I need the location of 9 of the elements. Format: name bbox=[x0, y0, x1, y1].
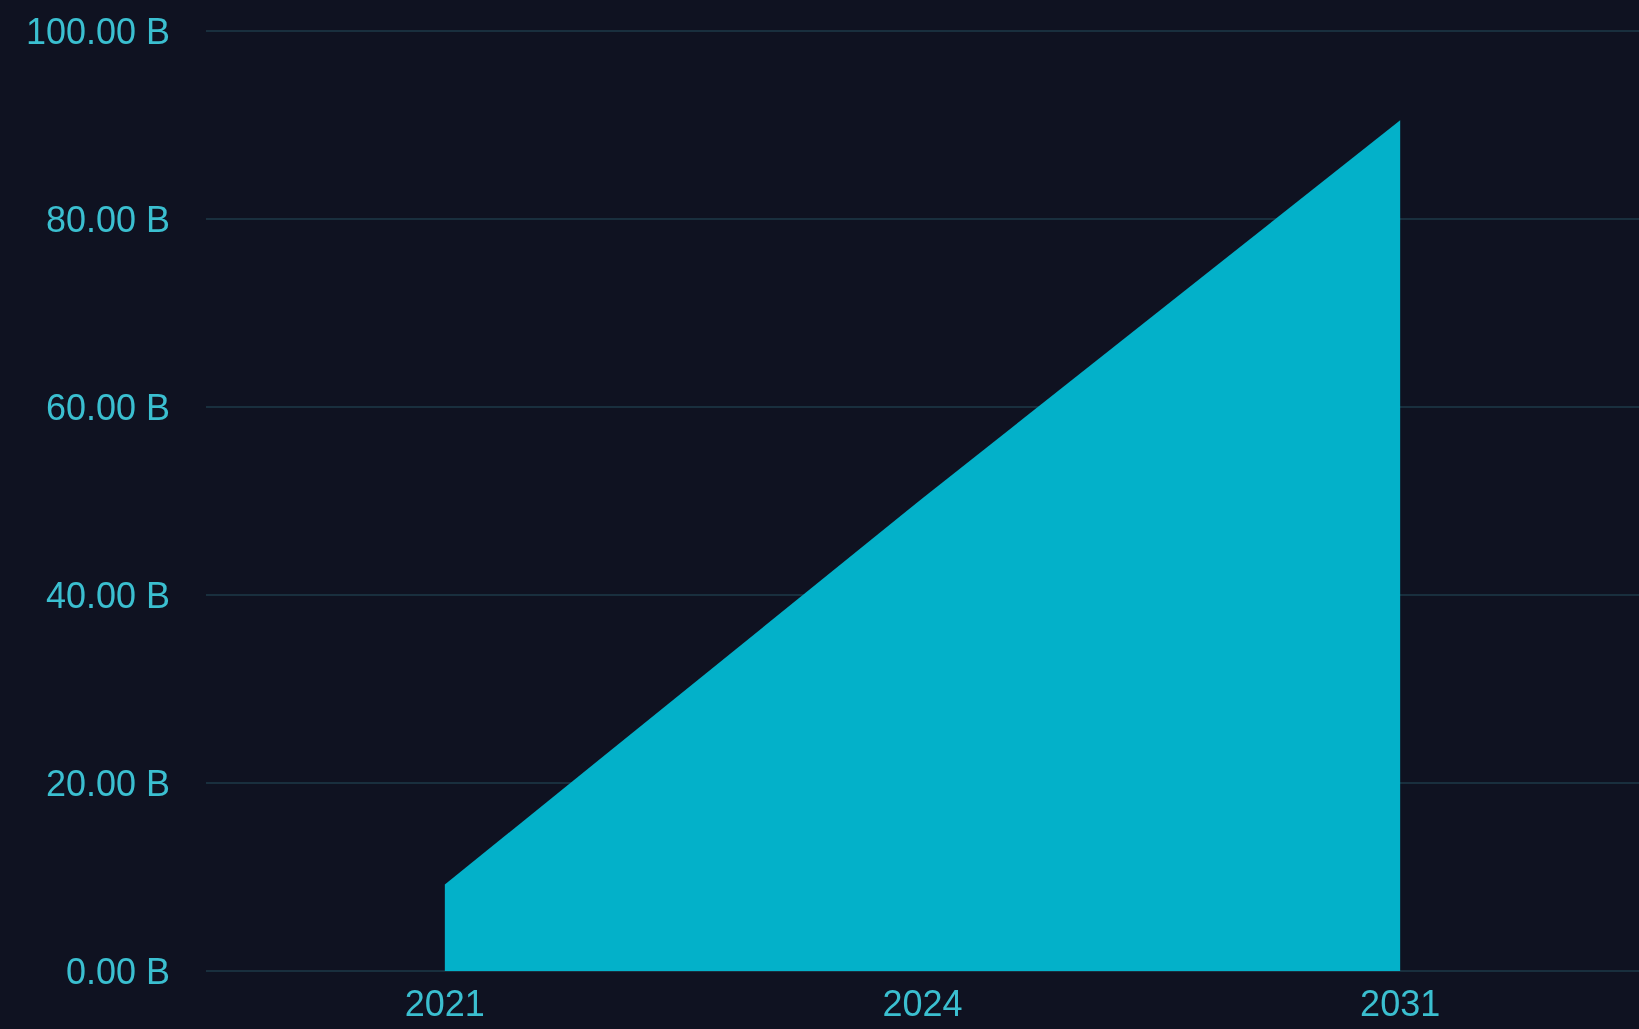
y-tick-label: 80.00 B bbox=[45, 198, 170, 240]
y-tick-label: 20.00 B bbox=[45, 762, 170, 804]
y-tick-label: 0.00 B bbox=[65, 950, 170, 992]
y-tick-label: 40.00 B bbox=[45, 574, 170, 616]
y-tick-label: 100.00 B bbox=[25, 10, 170, 52]
x-tick-label: 2031 bbox=[1360, 982, 1441, 1024]
x-tick-label: 2024 bbox=[882, 982, 963, 1024]
y-tick-label: 60.00 B bbox=[45, 386, 170, 428]
x-tick-label: 2021 bbox=[404, 982, 485, 1024]
